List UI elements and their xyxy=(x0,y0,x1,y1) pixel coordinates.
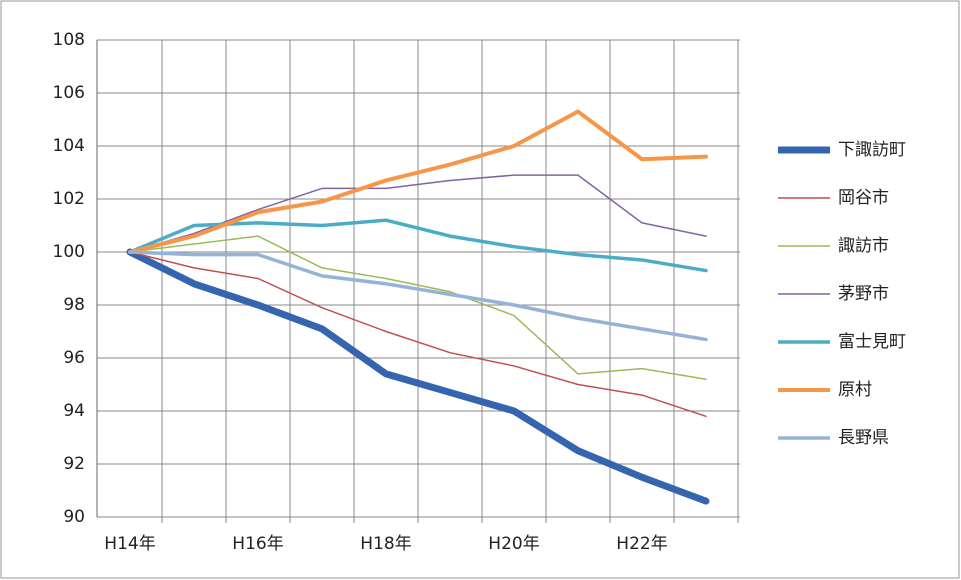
legend-label: 富士見町 xyxy=(838,332,906,352)
y-tick-label: 108 xyxy=(53,30,85,50)
legend-label: 下諏訪町 xyxy=(838,140,906,160)
y-tick-label: 104 xyxy=(53,136,85,156)
x-tick-label: H16年 xyxy=(232,534,283,554)
legend-label: 岡谷市 xyxy=(838,188,889,208)
y-tick-label: 92 xyxy=(63,454,85,474)
series-line xyxy=(129,174,707,253)
y-tick-label: 96 xyxy=(63,348,85,368)
x-tick-label: H14年 xyxy=(104,534,155,554)
y-tick-label: 98 xyxy=(63,295,85,315)
series-line xyxy=(128,109,708,254)
y-tick-label: 102 xyxy=(53,189,85,209)
series-line xyxy=(129,235,707,380)
legend-label: 諏訪市 xyxy=(838,236,889,256)
y-tick-label: 90 xyxy=(63,507,85,527)
legend-label: 原村 xyxy=(838,380,872,400)
x-tick-label: H18年 xyxy=(360,534,411,554)
series-line xyxy=(128,250,708,342)
series-line xyxy=(126,248,710,505)
legend-label: 長野県 xyxy=(838,428,889,448)
x-tick-label: H20年 xyxy=(488,534,539,554)
x-tick-label: H22年 xyxy=(616,534,667,554)
y-tick-label: 106 xyxy=(53,83,85,103)
y-tick-label: 94 xyxy=(63,401,85,421)
y-tick-label: 100 xyxy=(53,242,85,262)
series-line xyxy=(129,251,707,418)
legend-label: 茅野市 xyxy=(838,284,889,304)
